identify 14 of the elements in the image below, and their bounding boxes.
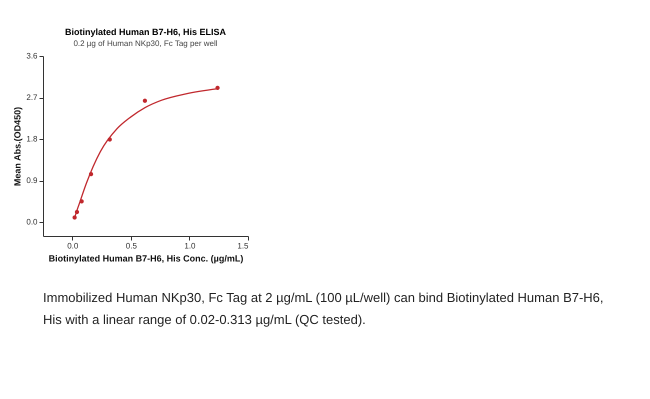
text: Immobilized Human NKp30, Fc Tag at 2 µg/mL (100 µL/well) can bind Biotinylated Human B7-H6, His with a linear range of 0.02-0.313 µg/mL (QC tested).: [43, 290, 604, 327]
y-tick-label: 0.0: [26, 218, 38, 227]
chart-title: Biotinylated Human B7-H6, His ELISA: [64, 27, 227, 37]
y-axis-title: Mean Abs.(OD450): [12, 106, 22, 186]
y-tick-label: 0.9: [26, 176, 38, 186]
x-tick-label: 1.0: [184, 242, 196, 250]
x-tick-label: 1.5: [237, 242, 250, 250]
y-tick-label: 3.6: [26, 52, 38, 60]
x-axis-title: Biotinylated Human B7-H6, His Conc. (µg/mL): [48, 254, 244, 264]
y-tick-label: 2.7: [26, 93, 38, 102]
x-tick-label: 0.5: [126, 242, 138, 250]
y-tick-label: 1.8: [26, 134, 38, 144]
chart-subtitle: 0.2 µg of Human NKp30, Fc Tag per well: [73, 39, 218, 48]
x-tick-label: 0.0: [67, 242, 79, 250]
